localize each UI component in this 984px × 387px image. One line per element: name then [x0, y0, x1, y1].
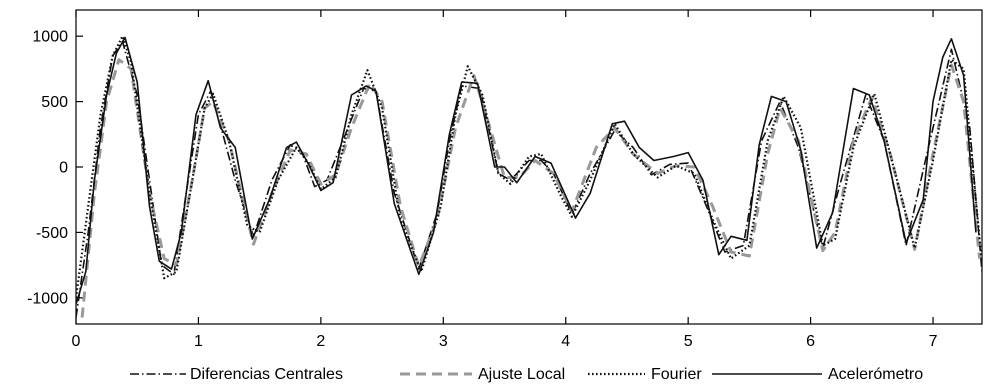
x-tick-label: 7 [929, 333, 938, 350]
legend: Diferencias Centrales Ajuste Local Fourier… [130, 366, 923, 383]
x-tick-label: 0 [72, 333, 81, 350]
x-tick-label: 2 [316, 333, 325, 350]
legend-label: Ajuste Local [478, 366, 565, 383]
legend-label: Acelerómetro [828, 366, 923, 383]
x-tick-label: 3 [439, 333, 448, 350]
y-tick-label: 0 [59, 160, 68, 177]
y-tick-label: 500 [41, 94, 68, 111]
legend-label: Diferencias Centrales [190, 366, 343, 383]
legend-label: Fourier [651, 366, 702, 383]
x-tick-label: 6 [806, 333, 815, 350]
y-tick-label: -500 [36, 225, 68, 242]
y-tick-label: -1000 [27, 290, 68, 307]
series-line-aceler-metro [76, 36, 977, 305]
y-tick-label: 1000 [32, 29, 68, 46]
x-tick-label: 1 [194, 333, 203, 350]
series-line-fourier [76, 35, 982, 298]
x-tick-label: 5 [684, 333, 693, 350]
series-line-ajuste-local [80, 58, 982, 318]
series-lines [76, 35, 982, 318]
axis-ticks: 0 1 2 3 4 5 6 7 1000 500 0 -500 -1000 [27, 10, 938, 350]
x-tick-label: 4 [561, 333, 570, 350]
